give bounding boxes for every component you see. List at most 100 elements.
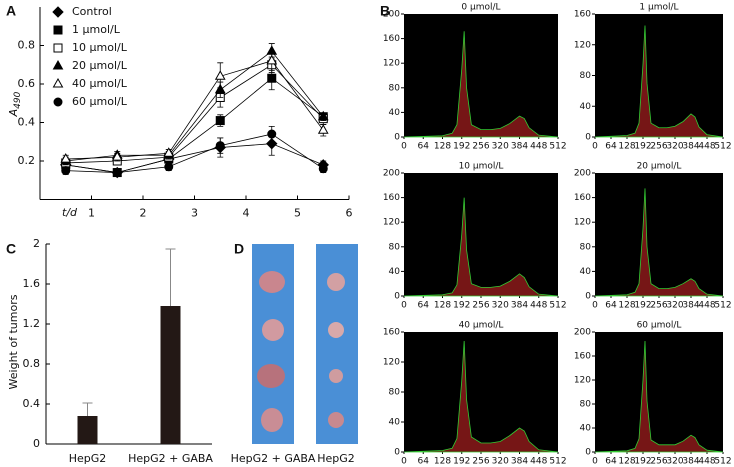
chart-title: 40 μmol/L bbox=[459, 321, 504, 331]
y-tick-label: 200 bbox=[574, 328, 591, 338]
y-tick-label: 0 bbox=[394, 448, 400, 458]
x-tick-label: 128 bbox=[618, 457, 635, 467]
marker bbox=[163, 147, 175, 157]
x-tick-label: 512 bbox=[714, 301, 731, 311]
x-tick-label: 128 bbox=[618, 301, 635, 311]
x-tick-label: 0 bbox=[401, 301, 407, 311]
x-tick-label: 256 bbox=[650, 457, 667, 467]
y-tick-label: 0 bbox=[394, 133, 400, 143]
y-tick-label: 40 bbox=[580, 267, 592, 277]
x-tick-label: 192 bbox=[453, 142, 470, 152]
legend-label: 40 μmol/L bbox=[72, 77, 128, 90]
x-tick-label: 0 bbox=[401, 457, 407, 467]
series-line bbox=[65, 77, 324, 173]
marker bbox=[317, 110, 329, 121]
x-tick-label: 64 bbox=[605, 301, 617, 311]
y-tick-label: 0 bbox=[585, 448, 591, 458]
histogram-area bbox=[403, 31, 559, 138]
x-tick-label: 256 bbox=[650, 301, 667, 311]
y-tick-label: 0 bbox=[394, 292, 400, 302]
x-tick-label: 512 bbox=[549, 142, 566, 152]
x-tick-label: 64 bbox=[418, 142, 430, 152]
y-label-main: A bbox=[7, 109, 20, 118]
x-tick-label: 128 bbox=[434, 457, 451, 467]
legend-label: 60 μmol/L bbox=[72, 95, 128, 108]
x-tick-label: HepG2 bbox=[69, 452, 107, 465]
plot-background bbox=[404, 332, 558, 452]
y-tick-label: 0.6 bbox=[18, 77, 36, 90]
x-tick-label: 6 bbox=[346, 207, 353, 220]
x-tick-label: 448 bbox=[698, 301, 715, 311]
x-tick-label: 384 bbox=[682, 142, 699, 152]
x-tick-label: 256 bbox=[650, 142, 667, 152]
legend-label: 20 μmol/L bbox=[72, 59, 128, 72]
tumor bbox=[257, 364, 285, 388]
marker bbox=[266, 54, 278, 65]
x-tick-label: 4 bbox=[243, 207, 250, 220]
y-tick-label: 80 bbox=[580, 400, 592, 410]
plot-background bbox=[595, 173, 723, 296]
x-tick-label: 128 bbox=[434, 301, 451, 311]
bar bbox=[77, 416, 98, 444]
marker bbox=[215, 116, 225, 126]
tumor bbox=[262, 319, 284, 341]
error-bar bbox=[82, 402, 93, 416]
y-tick-label: 0 bbox=[585, 292, 591, 302]
y-tick-label: 40 bbox=[580, 424, 592, 434]
y-tick-label: 160 bbox=[383, 328, 400, 338]
x-tick-label: 320 bbox=[666, 457, 683, 467]
chart-title: 0 μmol/L bbox=[461, 3, 500, 13]
y-tick-label: 160 bbox=[574, 352, 591, 362]
x-axis-label: t/d bbox=[62, 206, 78, 219]
marker bbox=[266, 137, 278, 150]
x-tick-label: 0 bbox=[592, 457, 598, 467]
y-tick-label: 1.6 bbox=[23, 277, 41, 290]
histogram-area bbox=[403, 197, 559, 297]
y-tick-label: 1.2 bbox=[23, 317, 41, 330]
tumor bbox=[259, 271, 285, 293]
marker bbox=[267, 73, 277, 83]
x-tick-label: 512 bbox=[549, 457, 566, 467]
legend-marker bbox=[53, 25, 63, 35]
chart-title: 20 μmol/L bbox=[637, 162, 682, 172]
x-tick-label: 384 bbox=[682, 457, 699, 467]
x-tick-label: 3 bbox=[191, 207, 198, 220]
y-tick-label: 80 bbox=[580, 242, 592, 252]
photo-label: HepG2 + GABA bbox=[231, 452, 316, 465]
x-tick-label: HepG2 + GABA bbox=[128, 452, 213, 465]
plot-background bbox=[404, 14, 558, 137]
y-tick-label: 0.4 bbox=[18, 116, 36, 129]
plot-background bbox=[595, 14, 723, 137]
y-tick-label: 160 bbox=[383, 193, 400, 203]
y-tick-label: 0.4 bbox=[23, 397, 41, 410]
marker bbox=[112, 168, 122, 178]
panel-letter: D bbox=[234, 241, 244, 257]
x-tick-label: 64 bbox=[605, 142, 617, 152]
photo-label: HepG2 bbox=[317, 452, 355, 465]
series-line bbox=[65, 143, 324, 173]
y-tick-label: 40 bbox=[389, 267, 401, 277]
y-tick-label: 80 bbox=[580, 71, 592, 81]
x-tick-label: 320 bbox=[666, 142, 683, 152]
series-line bbox=[65, 60, 324, 160]
x-tick-label: 384 bbox=[682, 301, 699, 311]
chart-title: 60 μmol/L bbox=[637, 321, 682, 331]
y-tick-label: 40 bbox=[389, 108, 401, 118]
legend-label: 1 μmol/L bbox=[72, 23, 121, 36]
y-tick-label: 0.2 bbox=[18, 154, 36, 167]
bar bbox=[160, 306, 181, 444]
x-tick-label: 320 bbox=[666, 301, 683, 311]
y-tick-label: 160 bbox=[574, 193, 591, 203]
x-tick-label: 512 bbox=[714, 457, 731, 467]
x-tick-label: 448 bbox=[530, 457, 547, 467]
x-tick-label: 448 bbox=[530, 301, 547, 311]
legend-marker bbox=[52, 77, 64, 88]
x-tick-label: 448 bbox=[698, 457, 715, 467]
x-tick-label: 0 bbox=[592, 142, 598, 152]
marker bbox=[164, 162, 174, 172]
x-tick-label: 256 bbox=[472, 142, 489, 152]
x-tick-label: 64 bbox=[418, 457, 430, 467]
marker bbox=[61, 166, 71, 176]
x-tick-label: 192 bbox=[634, 301, 651, 311]
marker bbox=[215, 141, 225, 151]
